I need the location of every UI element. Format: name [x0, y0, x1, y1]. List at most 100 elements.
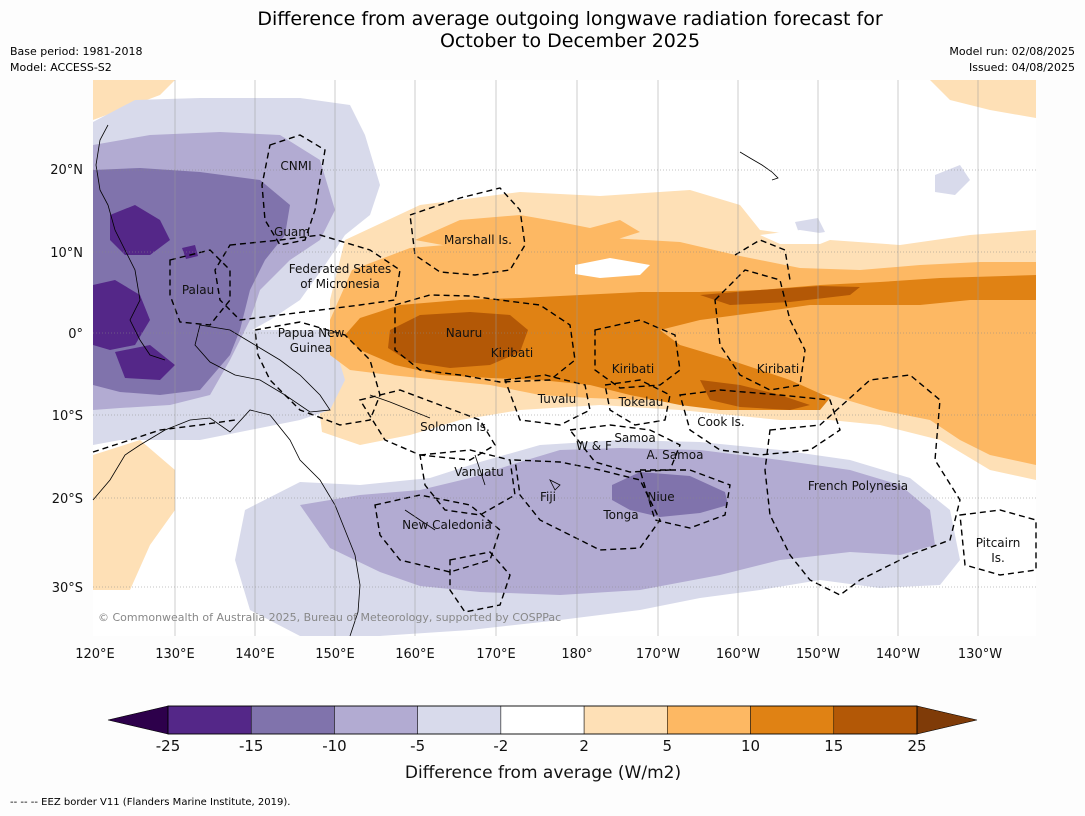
fiji-coast: [549, 479, 561, 491]
eez-tokelau: [604, 379, 671, 426]
positive-anomaly-15-25-nauru: [388, 312, 528, 368]
colorbar-tick-label: -2: [493, 737, 508, 755]
positive-anomaly-15-25-east: [700, 380, 810, 410]
meta-right: Model run: 02/08/2025 Issued: 04/08/2025: [949, 44, 1075, 76]
lon-label: 140°E: [235, 647, 275, 662]
lat-label: 30°S: [52, 581, 83, 596]
copyright-notice: © Commonwealth of Australia 2025, Bureau…: [98, 611, 561, 624]
eez-png: [254, 321, 381, 426]
meridians: [174, 80, 979, 636]
lon-label: 130°W: [958, 647, 1002, 662]
label-kiribati-central: Kiribati: [612, 362, 654, 376]
neutral-gap-north: [575, 258, 650, 278]
positive-anomaly-5-10-marshall: [415, 215, 640, 250]
eez-fsm: [214, 234, 401, 321]
label-wallis-futuna: W & F: [576, 439, 612, 453]
eez-kiribati-central: [594, 319, 681, 389]
eez-cnmi-guam: [261, 134, 326, 246]
lon-label: 150°E: [315, 647, 355, 662]
colorbar-tick-label: -25: [156, 737, 181, 755]
new-caledonia-coast: [404, 509, 436, 531]
base-period: Base period: 1981-2018: [10, 45, 143, 58]
lat-label: 10°N: [50, 246, 83, 261]
title-line-2: October to December 2025: [439, 30, 701, 52]
positive-anomaly-2-5-ne: [930, 80, 1036, 118]
eez-cook: [679, 389, 841, 456]
label-solomon: Solomon Is.: [420, 420, 490, 434]
lon-label: 170°E: [476, 647, 516, 662]
label-nauru: Nauru: [446, 326, 482, 340]
label-guam: Guam: [274, 225, 310, 239]
model-run: Model run: 02/08/2025: [949, 45, 1075, 58]
new-guinea-coast: [194, 324, 331, 413]
lat-label: 20°S: [52, 492, 83, 507]
label-pitcairn-line-1: Pitcairn: [976, 536, 1021, 550]
eez-kiribati-east: [714, 269, 806, 391]
eez-pitcairn: [959, 509, 1037, 576]
colorbar-cell: [167, 705, 252, 735]
positive-anomaly-2-5-nw: [93, 80, 175, 120]
colorbar-frame: [167, 705, 918, 735]
label-tonga: Tonga: [602, 508, 638, 522]
colorbar-tick-label: 25: [907, 737, 926, 755]
eez-kiribati-line-north: [734, 239, 791, 281]
colorbar-cell: [750, 705, 835, 735]
issued-date: Issued: 04/08/2025: [968, 61, 1075, 74]
positive-anomaly-10-15: [345, 275, 1036, 410]
label-new-caledonia: New Caledonia: [402, 518, 492, 532]
lon-label: 120°E: [75, 647, 115, 662]
eez-australia-east: [92, 419, 236, 453]
neutral-gap-ne: [760, 230, 840, 244]
label-vanuatu: Vanuatu: [454, 465, 504, 479]
eez-norfolk: [449, 551, 511, 613]
colorbar-tick-label: -15: [239, 737, 264, 755]
label-american-samoa: A. Samoa: [647, 448, 704, 462]
label-pitcairn-line-2: Is.: [991, 551, 1005, 565]
eez-fiji-tonga: [514, 459, 661, 551]
label-kiribati-east: Kiribati: [757, 362, 799, 376]
label-png-line-1: Papua New: [278, 326, 345, 340]
lat-label: 10°S: [52, 409, 83, 424]
hawaii-coast: [739, 151, 779, 181]
eez-borders: [92, 134, 1037, 613]
colorbar-cell: [250, 705, 335, 735]
title-line-1: Difference from average outgoing longwav…: [257, 8, 883, 30]
colorbar-extend-high: [916, 705, 978, 735]
philippines-coast: [95, 124, 166, 361]
label-fsm-line-1: Federated States: [289, 262, 391, 276]
label-marshall: Marshall Is.: [444, 233, 512, 247]
colorbar-cell: [583, 705, 668, 735]
meta-left: Base period: 1981-2018 Model: ACCESS-S2: [10, 44, 142, 76]
label-cook: Cook Is.: [697, 415, 744, 429]
colorbar: -25 -15 -10 -5 -2 2 5 10 15 25 Difference from av…: [107, 705, 978, 783]
solomon-coast: [369, 394, 431, 419]
positive-anomaly-2-5-sw: [93, 440, 175, 590]
eez-new-caledonia: [374, 494, 501, 573]
label-niue: Niue: [647, 490, 674, 504]
place-labels: CNMI Guam Palau Federated States of Micr…: [182, 159, 1020, 565]
lat-label: 20°N: [50, 163, 83, 178]
graticule: [93, 169, 1036, 588]
label-french-polynesia: French Polynesia: [808, 479, 908, 493]
eez-niue: [639, 469, 731, 529]
label-fiji: Fiji: [540, 490, 556, 504]
eez-solomon: [358, 389, 496, 461]
colorbar-cell: [500, 705, 585, 735]
colorbar-extend-low: [107, 705, 169, 735]
lon-label: 150°W: [796, 647, 840, 662]
lon-label: 170°W: [636, 647, 680, 662]
colorbar-tick-label: -5: [410, 737, 425, 755]
label-palau: Palau: [182, 283, 214, 297]
positive-anomaly-15-25-ne: [700, 286, 860, 305]
colorbar-tick-label: -10: [322, 737, 347, 755]
longitude-labels: 120°E 130°E 140°E 150°E 160°E 170°E 180°…: [75, 647, 1002, 662]
negative-anomaly-15-25-mid: [93, 280, 150, 350]
eez-footnote: -- -- -- EEZ border V11 (Flanders Marine…: [10, 797, 291, 808]
label-png-line-2: Guinea: [290, 341, 333, 355]
latitude-labels: 20°N 10°N 0° 10°S 20°S 30°S: [50, 163, 83, 596]
colorbar-tick-label: 15: [824, 737, 843, 755]
colorbar-tick-label: 2: [579, 737, 589, 755]
lon-label: 160°E: [395, 647, 435, 662]
label-kiribati-west: Kiribati: [491, 346, 533, 360]
colorbar-tick-label: 5: [663, 737, 673, 755]
